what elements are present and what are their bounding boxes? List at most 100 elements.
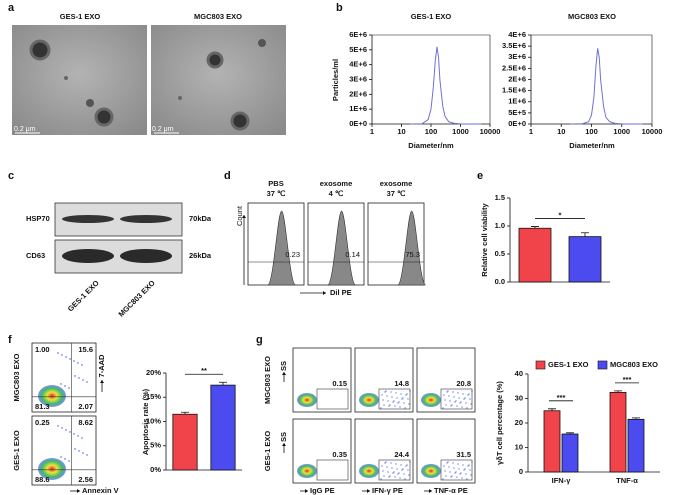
gate — [316, 388, 349, 410]
y-tick-label: 10% — [146, 416, 161, 425]
flow-dot — [398, 401, 400, 403]
flow-dot — [81, 437, 83, 439]
flow-dot — [86, 381, 88, 383]
flow-dot — [460, 401, 462, 403]
flow-dot — [388, 476, 390, 478]
flow-cluster — [38, 458, 66, 480]
flow-dot — [68, 387, 70, 389]
flow-dot — [463, 469, 465, 471]
flow-dot — [393, 471, 395, 473]
y-tick-label: 10 — [515, 442, 523, 451]
flow-dot — [383, 404, 385, 406]
flow-dot — [445, 404, 447, 406]
panel-letter: e — [477, 170, 483, 182]
flow-dot — [73, 433, 75, 435]
flow-dot — [458, 397, 460, 399]
y-tick-label: 1.5E+6 — [502, 86, 526, 95]
flow-dot — [73, 360, 75, 362]
flow-dot — [407, 469, 409, 471]
gate-percent: 0.15 — [332, 379, 347, 388]
flow-dot — [403, 402, 405, 404]
quadrant-percent: 8.62 — [78, 418, 93, 427]
flow-dot — [382, 399, 384, 401]
flow-dot — [444, 470, 446, 472]
size-label: 70kDa — [189, 214, 212, 223]
panel-letter: g — [256, 334, 263, 346]
quadrant-percent: 2.56 — [78, 475, 93, 484]
flow-dot — [78, 450, 80, 452]
flow-dot — [408, 403, 410, 405]
y-tick-label: 5E+6 — [349, 45, 367, 54]
arrow-head — [429, 489, 432, 493]
y-tick-label: 2E+6 — [508, 74, 526, 83]
image-title: MGC803 EXO — [194, 12, 242, 21]
axis-label: Annexin V — [82, 486, 119, 495]
flow-dot — [383, 475, 385, 477]
flow-dot — [462, 464, 464, 466]
axis-label: IFN-γ PE — [372, 486, 403, 495]
y-tick-label: 2E+6 — [349, 89, 367, 98]
flow-dot — [390, 462, 392, 464]
flow-dot — [464, 397, 466, 399]
sample-name: PBS — [268, 179, 283, 188]
flow-dot — [402, 468, 404, 470]
flow-dot — [447, 461, 449, 463]
significance: ** — [201, 366, 207, 375]
axis-label: TNF-α PE — [434, 486, 468, 495]
row-label: MGC803 EXO — [12, 353, 21, 401]
gate — [316, 459, 349, 481]
arrow-head — [282, 372, 286, 375]
x-tick-label: 100 — [425, 127, 438, 136]
arrow-head — [323, 291, 326, 295]
flow-dot — [401, 398, 403, 400]
chart-title: GES-1 EXO — [411, 12, 452, 21]
flow-dot — [74, 375, 76, 377]
y-tick-label: 3E+6 — [349, 74, 367, 83]
flow-dot — [393, 400, 395, 402]
flow-cluster — [297, 464, 317, 478]
flow-dot — [454, 472, 456, 474]
flow-dot — [394, 405, 396, 407]
row-label: MGC803 EXO — [263, 356, 272, 404]
y-tick-label: 20 — [515, 418, 523, 427]
flow-dot — [384, 391, 386, 393]
flow-dot — [443, 394, 445, 396]
gate-percent: 14.8 — [394, 379, 409, 388]
error-bar — [548, 408, 556, 411]
flow-dot — [61, 427, 63, 429]
significance: *** — [623, 375, 632, 384]
flow-cluster — [421, 464, 441, 478]
gate — [378, 459, 411, 481]
bar — [543, 410, 561, 473]
panel-letter: c — [8, 170, 14, 182]
flow-dot — [464, 468, 466, 470]
y-tick-label: 3.5E+6 — [502, 41, 526, 50]
flow-dot — [385, 390, 387, 392]
y-tick-label: 1.5 — [495, 193, 505, 202]
gate-percent: 0.35 — [332, 450, 347, 459]
flow-dot — [390, 391, 392, 393]
flow-dot — [399, 477, 401, 479]
y-tick-label: 5% — [150, 441, 161, 450]
y-tick-label: 4E+6 — [508, 30, 526, 39]
flow-dot — [454, 401, 456, 403]
y-tick-label: 0E+0 — [508, 119, 526, 128]
y-tick-label: 1.0 — [495, 221, 505, 230]
flow-dot — [470, 403, 472, 405]
flow-dot — [400, 393, 402, 395]
quadrant-percent: 88.6 — [35, 475, 50, 484]
flow-dot — [396, 468, 398, 470]
flow-cluster — [421, 393, 441, 407]
x-tick-label: 1000 — [452, 127, 469, 136]
flow-dot — [64, 458, 66, 460]
flow-dot — [449, 400, 451, 402]
flow-dot — [398, 472, 400, 474]
axis-label: SS — [279, 432, 288, 442]
flow-dot — [453, 467, 455, 469]
flow-dot — [384, 462, 386, 464]
legend-swatch — [597, 360, 608, 370]
flow-dot — [394, 476, 396, 478]
gate-percent: 20.8 — [456, 379, 471, 388]
gate-percent: 24.4 — [394, 450, 409, 459]
panel-letter: b — [336, 2, 343, 14]
